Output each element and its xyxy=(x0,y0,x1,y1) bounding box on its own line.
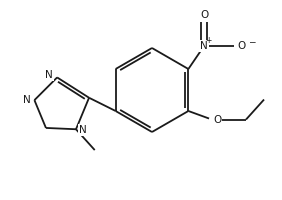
Text: N: N xyxy=(79,125,87,135)
Text: O: O xyxy=(200,10,208,20)
Text: O: O xyxy=(213,115,221,125)
Text: −: − xyxy=(248,37,256,46)
Text: +: + xyxy=(205,36,211,45)
Text: N: N xyxy=(200,41,208,51)
Text: O: O xyxy=(237,41,245,51)
Text: N: N xyxy=(45,70,53,80)
Text: N: N xyxy=(23,95,30,105)
